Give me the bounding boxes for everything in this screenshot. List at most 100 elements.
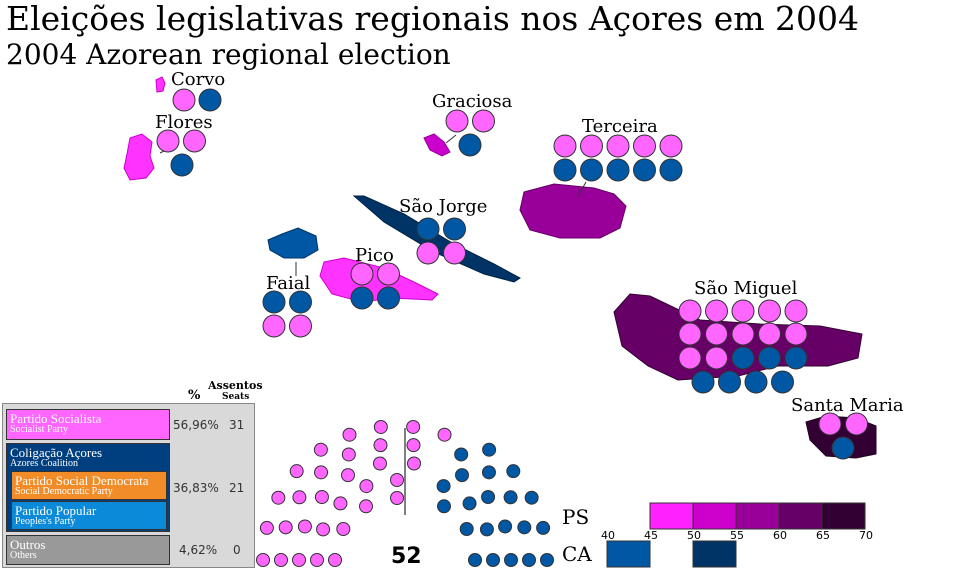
others-seats: 0 — [233, 543, 241, 557]
ca-seat-terceira — [553, 158, 577, 182]
pp-name-en: Peoples's Party — [15, 516, 76, 527]
hemicycle-seat-ca — [436, 479, 451, 494]
ps-seat-são-miguel — [678, 322, 702, 346]
ca-seat-são-miguel — [744, 370, 768, 394]
island-label-corvo: Corvo — [171, 69, 225, 90]
ps-scale-bin — [649, 502, 694, 530]
ca-seat-pico — [350, 286, 374, 310]
hemicycle-seat-ps — [437, 427, 452, 442]
hemicycle-seat-ca — [481, 465, 496, 480]
ps-seat-são-jorge — [443, 241, 466, 265]
hemicycle-seat-ca — [454, 447, 469, 462]
hemicycle-seat-ps — [390, 491, 404, 505]
results-legend: Partido Socialista Socialist Party 56,96… — [2, 403, 255, 568]
ca-seat-corvo — [198, 88, 222, 112]
ps-seat-terceira — [633, 134, 656, 158]
hemicycle-seat-ca — [481, 490, 496, 505]
hemicycle-seat-ps — [336, 522, 351, 536]
hemicycle-seat-ca — [459, 522, 474, 536]
legend-ps: Partido Socialista Socialist Party — [6, 409, 170, 440]
scale-tick: 60 — [773, 529, 787, 542]
scale-tick: 45 — [644, 529, 658, 542]
hemicycle-seat-ps — [390, 473, 404, 487]
ca-name-en: Azores Coalition — [10, 458, 79, 469]
scale-tick: 40 — [601, 529, 615, 542]
hemicycle-seat-ps — [341, 447, 356, 462]
ps-seat-corvo — [172, 88, 196, 112]
ps-seat-são-miguel — [705, 346, 728, 370]
island-label-graciosa: Graciosa — [432, 91, 513, 112]
island-sao-jorge — [352, 195, 521, 283]
hemicycle-seat-ps — [406, 419, 421, 434]
ps-seat-são-jorge — [416, 241, 440, 265]
hemicycle-seat-ca — [482, 442, 497, 457]
ca-seat-terceira — [659, 158, 683, 182]
ps-seat-são-miguel — [678, 346, 702, 370]
ca-seat-são-miguel — [731, 346, 755, 370]
ca-pct: 36,83% — [173, 481, 219, 495]
ps-seat-terceira — [659, 134, 683, 158]
hemicycle-seat-ps — [359, 479, 374, 494]
total-seats: 52 — [391, 544, 422, 569]
ps-seat-terceira — [580, 134, 603, 158]
legend-others: Outros Others — [6, 535, 170, 565]
ps-seat-são-miguel — [731, 322, 755, 346]
seats-header: Assentos — [208, 379, 263, 392]
legend-pp: Partido Popular Peoples's Party — [11, 501, 167, 530]
ca-seat-terceira — [580, 158, 603, 182]
hemicycle-seat-ps — [278, 520, 293, 535]
hemicycle-seat-ps — [271, 490, 286, 505]
island-label-flores: Flores — [155, 112, 213, 133]
hemicycle-seat-ca — [517, 520, 532, 535]
hemicycle-seat-ca — [540, 553, 554, 567]
hemicycle-seat-ca — [524, 490, 539, 505]
ca-seat-faial — [289, 290, 312, 314]
ps-seat-pico — [350, 262, 374, 286]
title: Eleições legislativas regionais nos Açor… — [6, 0, 860, 38]
ca-seat-terceira — [633, 158, 656, 182]
ca-seat-são-miguel — [691, 370, 715, 394]
island-label-faial: Faial — [266, 273, 310, 294]
island-label-sao-jorge: São Jorge — [399, 196, 487, 217]
hemicycle-seat-ps — [292, 553, 306, 567]
hemicycle-seat-ps — [328, 553, 342, 567]
ps-seat-são-miguel — [784, 322, 808, 346]
ps-scale-bin — [821, 502, 866, 530]
ps-scale-bin — [778, 502, 823, 530]
ca-seat-são-miguel — [758, 346, 781, 370]
hemicycle-seat-ps — [373, 419, 388, 434]
ps-seat-são-miguel — [705, 299, 728, 323]
hemicycle-seat-ps — [314, 465, 329, 480]
scale-tick: 55 — [730, 529, 744, 542]
legend-psd: Partido Social Democrata Social Democrat… — [11, 471, 167, 500]
leader-line — [445, 134, 457, 144]
island-terceira — [519, 183, 627, 239]
hemicycle-seat-ps — [313, 442, 328, 457]
ps-seat-são-miguel — [678, 299, 702, 323]
ps-seat-flores — [156, 129, 180, 153]
ps-pct: 56,96% — [173, 418, 219, 432]
hemicycle-seat-ps — [372, 456, 387, 471]
scale-tick: 70 — [859, 529, 873, 542]
hemicycle-seat-ca — [503, 490, 518, 505]
ca-seat-flores — [170, 153, 194, 177]
ca-seat-graciosa — [458, 133, 482, 157]
ca-seat-santa-maria — [831, 436, 855, 460]
ca-seat-pico — [377, 286, 400, 310]
ca-seat-são-jorge — [443, 217, 466, 241]
ps-seat-são-miguel — [758, 322, 781, 346]
ca-seat-são-miguel — [718, 370, 741, 394]
hemicycle-seat-ps — [292, 490, 307, 505]
hemicycle-seat-ps — [342, 427, 357, 442]
ca-seat-são-miguel — [784, 346, 808, 370]
ps-seat-pico — [377, 262, 400, 286]
island-label-pico: Pico — [355, 245, 394, 266]
ca-seat-faial — [262, 290, 286, 314]
ps-seat-graciosa — [472, 109, 495, 133]
ps-seat-santa-maria — [845, 412, 868, 436]
hemicycle-seat-ps — [259, 520, 274, 535]
ps-seat-terceira — [553, 134, 577, 158]
hemicycle-seat-ca — [498, 519, 513, 534]
ps-seat-são-miguel — [758, 299, 781, 323]
